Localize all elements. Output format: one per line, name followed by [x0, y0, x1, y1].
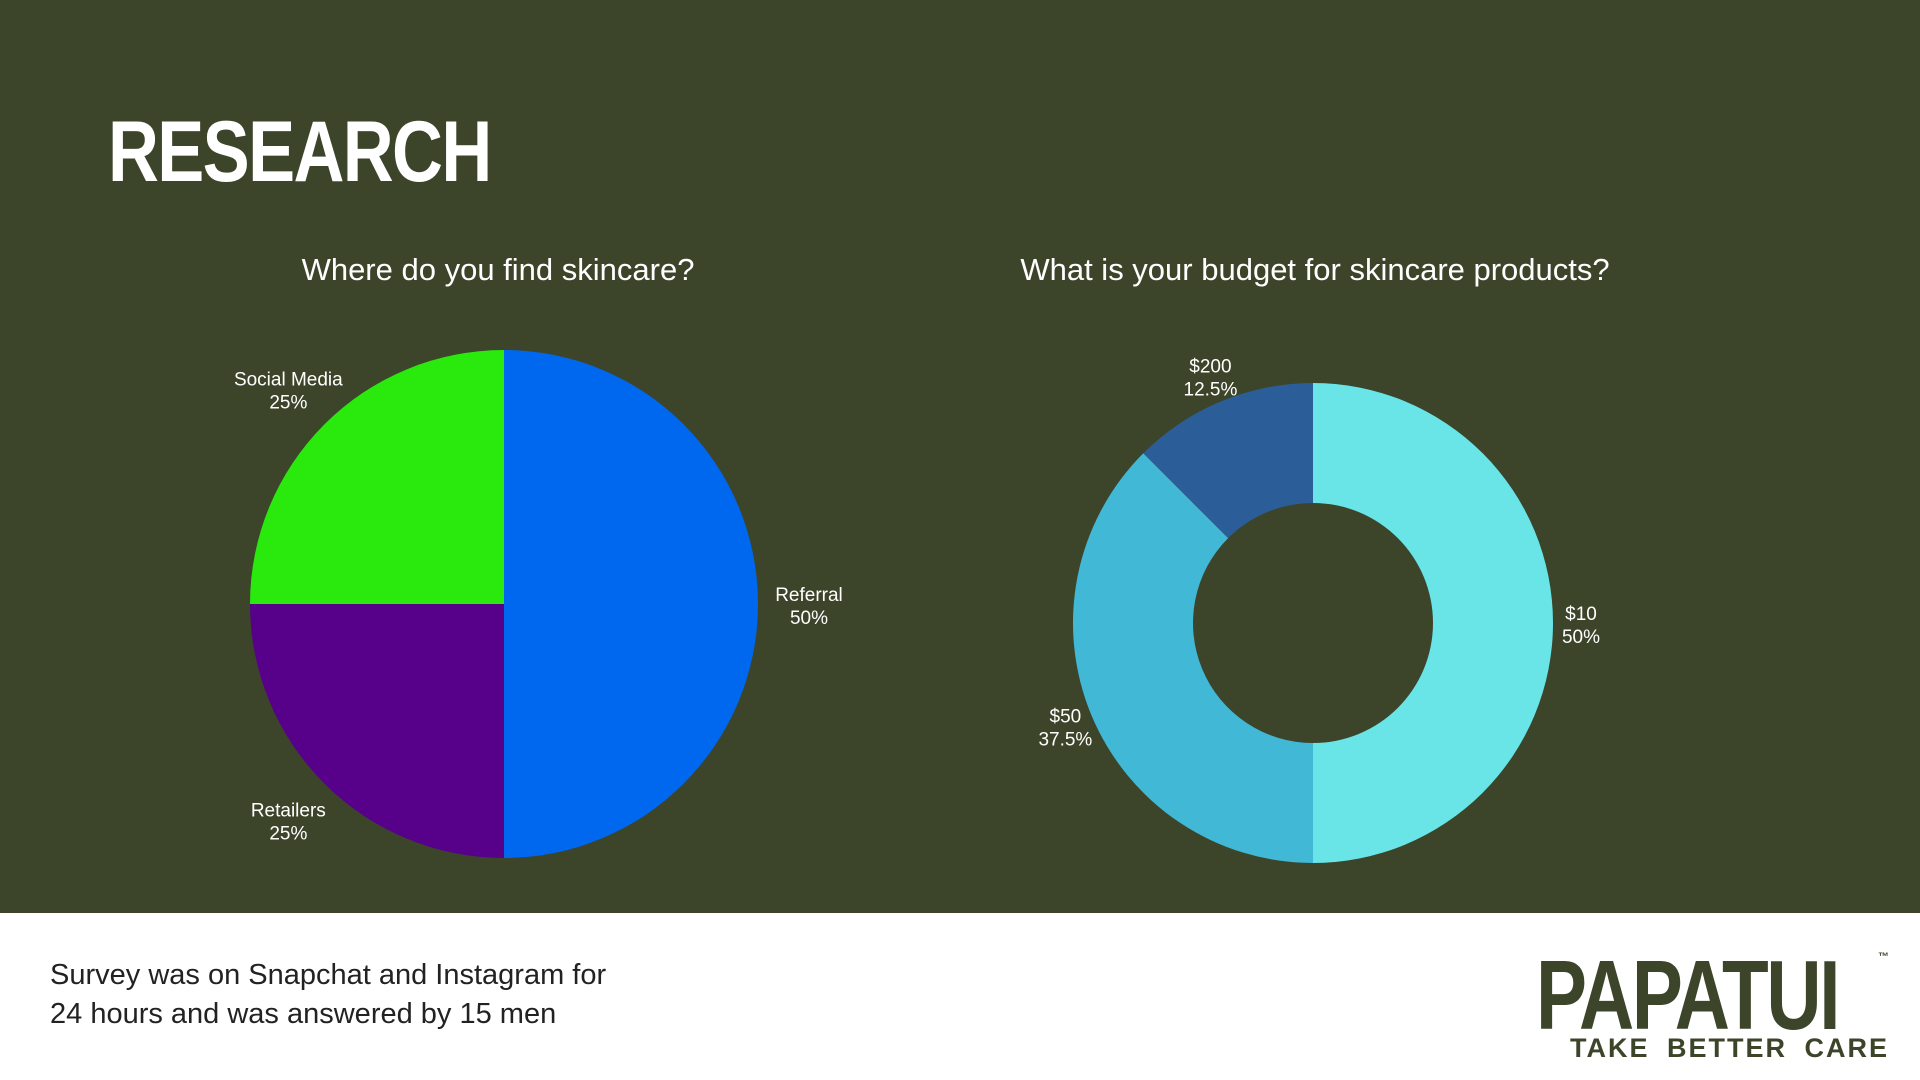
donut-label-category: $10 [1565, 604, 1597, 625]
donut-chart-title: What is your budget for skincare product… [1020, 252, 1610, 287]
pie-slice-referral [504, 350, 758, 858]
pie-label-value: 25% [269, 392, 307, 413]
donut-label-50: $50 37.5% [1038, 707, 1092, 751]
pie-chart: Referral 50%Retailers 25%Social Media 25% [234, 350, 843, 858]
pie-label-retailers: Retailers 25% [251, 801, 326, 845]
donut-slice-10 [1313, 383, 1553, 863]
donut-label-value: 50% [1562, 627, 1600, 648]
pie-label-referral: Referral 50% [775, 585, 843, 629]
pie-label-category: Retailers [251, 801, 326, 822]
survey-footnote: Survey was on Snapchat and Instagram for… [50, 956, 750, 1034]
brand-logo: PAPATUI ™ TAKE BETTER CARE [1530, 940, 1889, 1065]
pie-chart-title: Where do you find skincare? [301, 252, 695, 287]
pie-label-category: Social Media [234, 369, 343, 390]
pie-slice-social-media [250, 350, 504, 604]
footnote-line-2: 24 hours and was answered by 15 men [50, 998, 557, 1030]
brand-name: PAPATUI [1536, 940, 1840, 1050]
donut-label-10: $10 50% [1562, 604, 1600, 648]
pie-label-value: 50% [790, 608, 828, 629]
footnote-line-1: Survey was on Snapchat and Instagram for [50, 959, 607, 991]
donut-slice-50 [1073, 453, 1313, 863]
charts-canvas: Referral 50%Retailers 25%Social Media 25%$1… [234, 350, 1600, 863]
pie-slice-retailers [250, 604, 504, 858]
brand-tagline: TAKE BETTER CARE [1570, 1033, 1890, 1063]
pie-label-value: 25% [269, 824, 307, 845]
donut-label-category: $50 [1050, 707, 1082, 728]
page-title: RESEARCH [108, 104, 492, 200]
donut-chart: $10 50% $50 37.5% $200 12.5% [1038, 356, 1600, 863]
footer-panel [0, 913, 1920, 1080]
pie-label-social-media: Social Media 25% [234, 369, 343, 413]
donut-label-value: 12.5% [1184, 379, 1238, 400]
brand-trademark: ™ [1878, 951, 1889, 963]
donut-label-category: $200 [1189, 356, 1231, 377]
donut-label-200: $200 12.5% [1184, 356, 1238, 400]
donut-label-value: 37.5% [1038, 730, 1092, 751]
pie-label-category: Referral [775, 585, 843, 606]
donut-slice-200 [1143, 383, 1313, 539]
